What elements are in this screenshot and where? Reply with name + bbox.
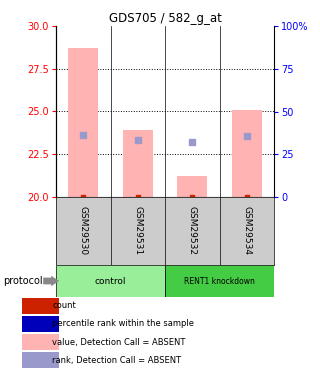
Bar bbox=[22, 352, 59, 368]
Bar bbox=[177, 177, 207, 197]
Text: GSM29534: GSM29534 bbox=[242, 207, 251, 255]
Text: count: count bbox=[52, 302, 76, 310]
Text: RENT1 knockdown: RENT1 knockdown bbox=[184, 276, 255, 285]
Bar bbox=[22, 298, 59, 314]
Bar bbox=[56, 265, 165, 297]
Text: GSM29532: GSM29532 bbox=[188, 207, 197, 255]
Text: value, Detection Call = ABSENT: value, Detection Call = ABSENT bbox=[52, 338, 186, 346]
Bar bbox=[22, 316, 59, 332]
Bar bbox=[232, 110, 262, 197]
Text: GSM29530: GSM29530 bbox=[79, 206, 88, 256]
Bar bbox=[123, 130, 153, 197]
Text: protocol: protocol bbox=[3, 276, 43, 286]
Bar bbox=[165, 265, 274, 297]
Bar bbox=[68, 48, 98, 197]
Text: GSM29531: GSM29531 bbox=[133, 206, 142, 256]
Bar bbox=[22, 334, 59, 350]
Text: control: control bbox=[95, 276, 126, 285]
Title: GDS705 / 582_g_at: GDS705 / 582_g_at bbox=[108, 12, 221, 25]
Text: rank, Detection Call = ABSENT: rank, Detection Call = ABSENT bbox=[52, 356, 181, 364]
Text: percentile rank within the sample: percentile rank within the sample bbox=[52, 320, 194, 328]
